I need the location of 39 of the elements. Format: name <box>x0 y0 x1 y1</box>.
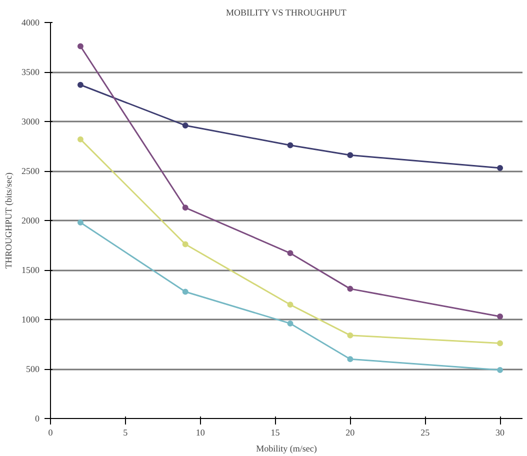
point <box>182 122 188 128</box>
point <box>497 165 504 172</box>
x-axis-title: Mobility (m/sec) <box>256 444 317 454</box>
point <box>77 136 84 142</box>
y-tick-label: 4000 <box>22 18 40 28</box>
y-tick-label: 3000 <box>22 116 40 126</box>
point <box>287 250 294 256</box>
point <box>347 152 354 158</box>
y-tick-label: 3500 <box>22 67 40 77</box>
point <box>77 43 84 50</box>
point <box>497 340 504 346</box>
y-tick-label: 2000 <box>22 216 40 226</box>
y-tick-label: 500 <box>26 364 40 374</box>
x-tick-label: 25 <box>420 428 430 438</box>
x-tick-label: 30 <box>496 428 506 438</box>
x-tick-label: 10 <box>196 428 206 438</box>
x-tick-label: 5 <box>123 428 128 438</box>
y-axis-title: THROUGHPUT (bits/sec) <box>4 172 14 269</box>
point <box>287 320 294 326</box>
point <box>347 286 354 292</box>
x-tick-label: 0 <box>48 428 54 438</box>
point <box>77 219 84 226</box>
chart-title: MOBILITY VS THROUGHPUT <box>226 8 347 18</box>
point <box>182 241 188 248</box>
point <box>182 204 188 211</box>
x-tick-label: 15 <box>270 428 280 438</box>
y-tick-label: 2500 <box>22 166 40 176</box>
point <box>497 366 504 373</box>
point <box>287 302 294 308</box>
y-tick-label: 1500 <box>22 265 40 275</box>
x-tick-label: 20 <box>346 428 356 438</box>
point <box>347 356 354 362</box>
point <box>347 332 354 338</box>
y-tick-label: 0 <box>35 414 40 424</box>
point <box>77 82 84 88</box>
point <box>287 142 294 148</box>
point <box>497 314 504 320</box>
y-tick-label: 1000 <box>22 314 40 324</box>
point <box>182 288 188 295</box>
